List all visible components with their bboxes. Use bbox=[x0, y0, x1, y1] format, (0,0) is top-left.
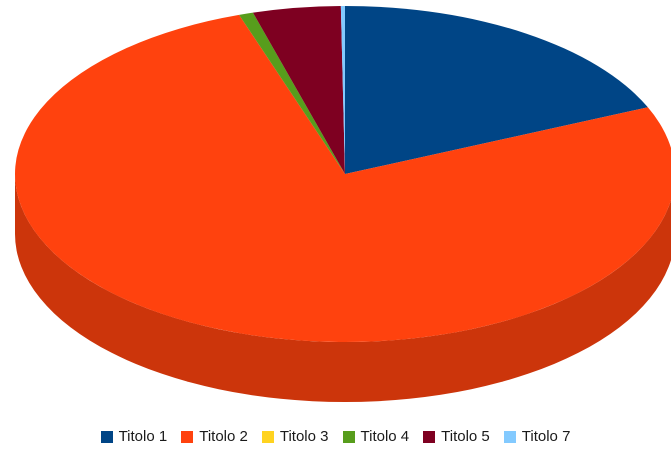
legend: Titolo 1 Titolo 2 Titolo 3 Titolo 4 Titolo 5… bbox=[0, 428, 671, 445]
legend-swatch bbox=[261, 430, 274, 443]
legend-label: Titolo 1 bbox=[118, 428, 168, 445]
pie-slice-titolo-7 bbox=[340, 6, 345, 174]
legend-swatch bbox=[423, 430, 436, 443]
legend-item-titolo-3: Titolo 3 bbox=[261, 428, 329, 445]
legend-label: Titolo 7 bbox=[521, 428, 571, 445]
legend-label: Titolo 5 bbox=[441, 428, 490, 445]
legend-swatch bbox=[181, 430, 194, 443]
legend-swatch bbox=[342, 430, 355, 443]
legend-item-titolo-2: Titolo 2 bbox=[181, 428, 248, 445]
legend-label: Titolo 4 bbox=[360, 428, 410, 445]
pie-slice-titolo-2 bbox=[15, 14, 671, 342]
legend-item-titolo-4: Titolo 4 bbox=[342, 428, 410, 445]
pie-slice-titolo-5 bbox=[252, 6, 345, 175]
legend-label: Titolo 3 bbox=[279, 428, 329, 445]
legend-swatch bbox=[503, 430, 516, 443]
legend-item-titolo-5: Titolo 5 bbox=[423, 428, 490, 445]
legend-swatch bbox=[100, 430, 113, 443]
legend-item-titolo-7: Titolo 7 bbox=[503, 428, 571, 445]
pie-slice-titolo-4 bbox=[239, 12, 345, 175]
legend-label: Titolo 2 bbox=[199, 428, 248, 445]
legend-item-titolo-1: Titolo 1 bbox=[100, 428, 168, 445]
pie-slice-titolo-1 bbox=[345, 6, 648, 174]
pie-side-titolo-2 bbox=[15, 174, 671, 402]
